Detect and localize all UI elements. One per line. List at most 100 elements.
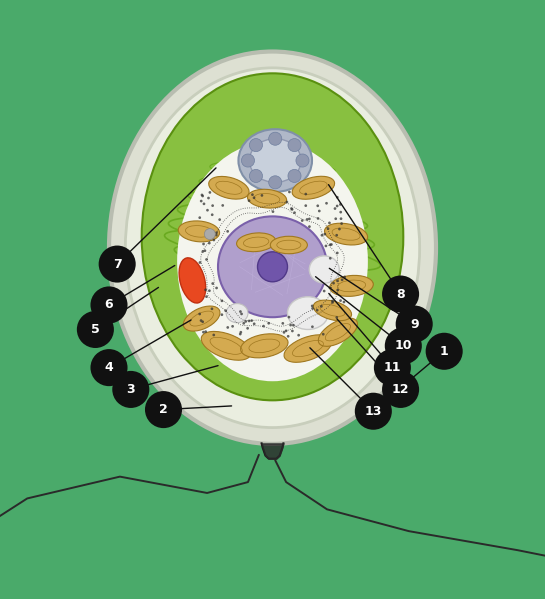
Text: 6: 6 — [105, 298, 113, 311]
Circle shape — [253, 196, 256, 199]
Circle shape — [226, 230, 229, 232]
Circle shape — [288, 316, 290, 319]
Circle shape — [208, 242, 211, 244]
Circle shape — [320, 234, 323, 237]
Circle shape — [317, 217, 319, 220]
Ellipse shape — [178, 221, 220, 242]
Circle shape — [211, 213, 214, 216]
Circle shape — [211, 282, 214, 285]
Ellipse shape — [209, 177, 249, 199]
Circle shape — [208, 289, 211, 292]
Ellipse shape — [288, 297, 328, 329]
Circle shape — [328, 222, 331, 224]
Circle shape — [205, 258, 208, 261]
Ellipse shape — [313, 300, 352, 320]
Circle shape — [340, 211, 342, 213]
Circle shape — [335, 217, 337, 220]
Circle shape — [382, 276, 419, 313]
Circle shape — [215, 231, 218, 234]
Circle shape — [204, 288, 207, 291]
Circle shape — [284, 329, 287, 332]
Circle shape — [320, 305, 323, 308]
Circle shape — [308, 217, 311, 220]
Circle shape — [145, 391, 182, 428]
Circle shape — [339, 203, 342, 206]
Text: 3: 3 — [126, 383, 135, 396]
Circle shape — [336, 280, 339, 282]
Circle shape — [200, 199, 203, 202]
Circle shape — [269, 176, 282, 189]
Circle shape — [202, 243, 205, 246]
Circle shape — [268, 322, 270, 325]
Circle shape — [248, 199, 251, 202]
Circle shape — [261, 194, 263, 196]
Circle shape — [262, 325, 265, 328]
Circle shape — [332, 282, 335, 285]
Text: 10: 10 — [395, 339, 412, 352]
Circle shape — [308, 225, 311, 228]
Circle shape — [211, 236, 214, 238]
Ellipse shape — [330, 276, 373, 297]
Circle shape — [341, 279, 343, 281]
Circle shape — [339, 300, 342, 302]
Circle shape — [297, 334, 300, 337]
Circle shape — [198, 261, 201, 264]
Circle shape — [202, 331, 205, 334]
Circle shape — [250, 170, 263, 183]
Circle shape — [281, 322, 284, 325]
Circle shape — [90, 349, 128, 386]
Circle shape — [355, 393, 392, 429]
Circle shape — [301, 219, 304, 222]
Ellipse shape — [270, 236, 307, 254]
Circle shape — [283, 331, 286, 334]
Circle shape — [288, 138, 301, 152]
Ellipse shape — [241, 334, 288, 358]
Circle shape — [203, 202, 205, 205]
Circle shape — [325, 202, 328, 205]
Circle shape — [206, 209, 209, 211]
Circle shape — [251, 193, 254, 196]
Circle shape — [385, 327, 422, 364]
Circle shape — [426, 333, 463, 370]
Circle shape — [201, 320, 204, 323]
Circle shape — [211, 204, 214, 207]
Circle shape — [326, 227, 329, 230]
Circle shape — [343, 276, 346, 279]
Ellipse shape — [250, 139, 301, 182]
Circle shape — [330, 243, 333, 246]
Circle shape — [90, 286, 128, 323]
Ellipse shape — [201, 331, 251, 360]
Circle shape — [318, 210, 320, 213]
Circle shape — [323, 290, 325, 292]
Circle shape — [225, 309, 227, 312]
Text: 13: 13 — [365, 405, 382, 418]
Circle shape — [329, 286, 331, 289]
Circle shape — [317, 204, 319, 207]
Circle shape — [288, 170, 301, 183]
Circle shape — [210, 307, 213, 310]
Circle shape — [296, 154, 309, 167]
Circle shape — [202, 250, 204, 253]
Circle shape — [241, 154, 255, 167]
Circle shape — [204, 229, 215, 240]
Circle shape — [340, 222, 343, 225]
Circle shape — [231, 325, 234, 328]
Circle shape — [250, 138, 263, 152]
Circle shape — [311, 304, 313, 307]
Circle shape — [215, 286, 218, 289]
Circle shape — [239, 332, 241, 335]
Circle shape — [335, 316, 338, 319]
Circle shape — [198, 313, 201, 315]
Circle shape — [336, 289, 339, 292]
Circle shape — [201, 193, 203, 196]
Circle shape — [209, 191, 211, 194]
Text: 5: 5 — [91, 323, 100, 336]
Ellipse shape — [125, 68, 420, 428]
Circle shape — [325, 244, 328, 247]
Circle shape — [205, 295, 208, 298]
Ellipse shape — [258, 252, 288, 282]
Circle shape — [336, 205, 338, 207]
Circle shape — [331, 301, 334, 304]
Circle shape — [246, 327, 249, 329]
Circle shape — [253, 322, 256, 325]
